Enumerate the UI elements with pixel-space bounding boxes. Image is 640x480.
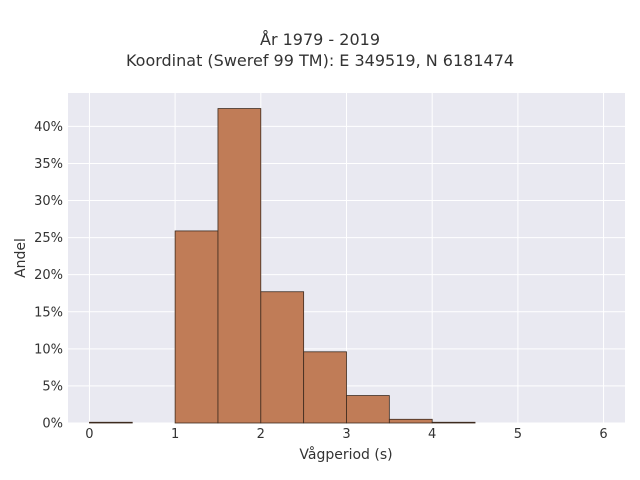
- x-axis-label: Vågperiod (s): [299, 447, 393, 463]
- histogram-bar: [217, 108, 262, 424]
- x-tick-label: 6: [599, 427, 607, 442]
- y-tick-label: 0%: [42, 417, 63, 432]
- x-tick-labels: 0 1 2 3 4 5 6: [85, 427, 607, 442]
- histogram-bar: [89, 421, 133, 424]
- x-tick-label: 1: [171, 427, 179, 442]
- chart-title-line-1: År 1979 - 2019: [260, 30, 380, 49]
- y-tick-label: 25%: [34, 231, 63, 246]
- histogram-bar: [431, 421, 476, 424]
- histogram-bar: [388, 418, 433, 424]
- histogram-bar: [346, 395, 390, 424]
- y-tick-label: 10%: [34, 342, 63, 357]
- histogram-bar: [260, 291, 305, 424]
- histogram-bar: [174, 230, 219, 424]
- y-axis-label: Andel: [13, 238, 29, 278]
- y-tick-labels: 0% 5% 10% 15% 20% 25% 30% 35% 40%: [34, 120, 63, 432]
- histogram-bar: [303, 351, 347, 424]
- y-tick-label: 15%: [34, 305, 63, 320]
- x-tick-label: 3: [342, 427, 350, 442]
- x-tick-label: 0: [85, 427, 93, 442]
- y-tick-label: 40%: [34, 120, 63, 135]
- y-tick-label: 35%: [34, 157, 63, 172]
- y-tick-label: 20%: [34, 268, 63, 283]
- y-tick-label: 5%: [42, 379, 63, 394]
- x-tick-label: 2: [257, 427, 265, 442]
- x-tick-label: 5: [514, 427, 522, 442]
- x-tick-label: 4: [428, 427, 436, 442]
- chart-title-line-2: Koordinat (Sweref 99 TM): E 349519, N 61…: [125, 51, 515, 70]
- y-tick-label: 30%: [34, 194, 63, 209]
- histogram-bars: [89, 108, 476, 424]
